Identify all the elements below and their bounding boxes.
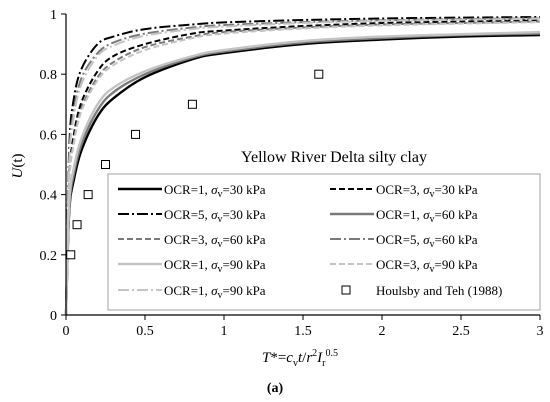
legend-marker-swatch <box>341 285 351 295</box>
y-tick-label: 1 <box>50 8 57 23</box>
series-line-8 <box>65 21 541 316</box>
legend-box <box>107 173 541 311</box>
legend-label: OCR=5, σv=60 kPa <box>376 232 478 250</box>
legend-label: OCR=1, σv=60 kPa <box>376 207 478 225</box>
y-axis-label: U(t) <box>10 153 26 178</box>
series-line-5 <box>65 20 541 316</box>
legend: OCR=1, σv=30 kPa OCR=3, σv=30 kPa OCR=5, σ… <box>118 182 502 301</box>
legend-label: OCR=3, σv=60 kPa <box>164 232 266 250</box>
series-line-3 <box>65 16 541 316</box>
series-line-7 <box>64 30 541 316</box>
y-tick-label: 0 <box>50 309 57 324</box>
x-tick-label: 1 <box>221 324 228 339</box>
series-line-2 <box>65 19 541 316</box>
legend-label: OCR=1, σv=90 kPa <box>164 257 266 275</box>
x-tick-label: 0 <box>63 324 70 339</box>
tick-layer: 0 0.5 1 1.5 2 2.5 3 0 0.2 0.4 0.6 0.8 1 <box>40 8 544 339</box>
marker-point <box>72 220 82 230</box>
y-tick-label: 0.8 <box>40 68 58 83</box>
marker-layer <box>66 69 324 260</box>
marker-point <box>314 69 324 79</box>
figure-caption: (a) <box>267 381 284 396</box>
y-tick-label: 0.2 <box>40 249 58 264</box>
marker-point <box>131 129 141 139</box>
chart-title: Yellow River Delta silty clay <box>241 149 427 166</box>
x-tick-label: 2 <box>379 324 386 339</box>
marker-point <box>101 160 110 169</box>
legend-label: OCR=1, σv=90 kPa <box>164 283 266 301</box>
x-tick-label: 1.5 <box>294 324 312 339</box>
x-tick-label: 0.5 <box>136 324 154 339</box>
y-tick-label: 0.6 <box>40 128 58 143</box>
legend-label: OCR=3, σv=30 kPa <box>376 182 478 200</box>
legend-marker-label: Houlsby and Teh (1988) <box>376 283 502 298</box>
marker-point <box>187 99 197 109</box>
series-line-9 <box>65 17 541 316</box>
series-line-4 <box>64 32 541 316</box>
series-layer <box>64 16 541 316</box>
x-tick-label: 3 <box>537 324 544 339</box>
legend-label: OCR=1, σv=30 kPa <box>164 182 266 200</box>
legend-label: OCR=3, σv=90 kPa <box>376 257 478 275</box>
x-tick-label: 2.5 <box>452 324 470 339</box>
marker-point <box>66 250 76 260</box>
x-axis-label: T*=cvt/r2Ir0.5 <box>262 348 338 369</box>
marker-point <box>83 190 93 200</box>
y-tick-label: 0.4 <box>40 189 58 204</box>
legend-label: OCR=5, σv=30 kPa <box>164 207 266 225</box>
